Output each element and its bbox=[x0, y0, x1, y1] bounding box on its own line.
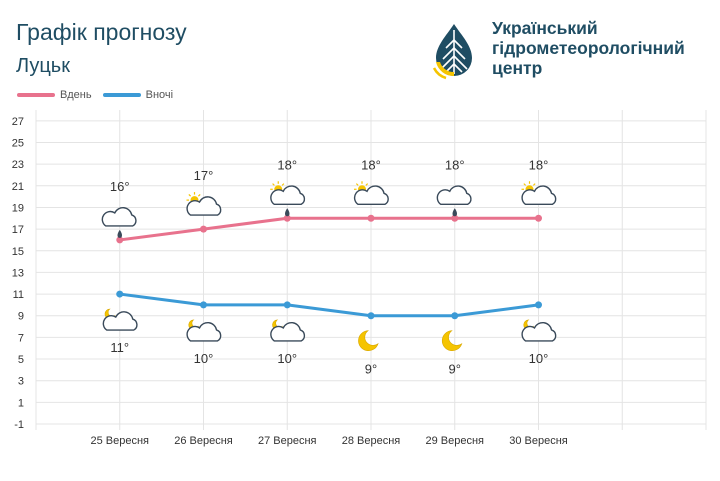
data-point-night bbox=[283, 301, 291, 309]
rain-drop bbox=[285, 208, 290, 217]
data-label-day: 18° bbox=[277, 157, 297, 172]
y-tick-label: 11 bbox=[13, 289, 24, 301]
moon-shape bbox=[441, 330, 463, 352]
moon-shape bbox=[358, 330, 379, 352]
data-label-night: 10° bbox=[529, 351, 549, 366]
x-tick-label: 25 Вересня bbox=[90, 435, 149, 447]
legend-item-night[interactable]: Вночі bbox=[102, 89, 174, 101]
y-tick-label: 25 bbox=[12, 137, 24, 149]
data-point-day bbox=[116, 236, 124, 244]
sun-ray bbox=[197, 194, 201, 197]
logo-line-3: центр bbox=[492, 58, 543, 78]
logo-line-1: Український bbox=[492, 18, 598, 38]
legend-label-night: Вночі bbox=[145, 89, 174, 101]
data-label-night: 9° bbox=[449, 362, 461, 377]
x-tick-label: 30 Вересня bbox=[509, 435, 568, 447]
sun-ray bbox=[272, 183, 275, 186]
rain-drop bbox=[117, 229, 122, 238]
data-point-day bbox=[200, 225, 207, 233]
partly-cloudy-day-icon bbox=[521, 181, 557, 205]
cloud-shape bbox=[102, 311, 138, 331]
data-label-night: 10° bbox=[194, 351, 214, 366]
legend-item-day[interactable]: Вдень bbox=[17, 89, 92, 101]
rain-drop bbox=[452, 208, 457, 217]
x-tick-label: 26 Вересня bbox=[174, 435, 233, 447]
y-tick-label: 23 bbox=[12, 159, 24, 171]
moon-icon bbox=[441, 330, 463, 352]
x-tick-label: 29 Вересня bbox=[425, 435, 484, 447]
data-point-night bbox=[116, 290, 124, 298]
y-tick-label: 17 bbox=[12, 224, 24, 236]
y-tick-label: -1 bbox=[14, 419, 24, 431]
sun-ray bbox=[532, 183, 536, 186]
cloud-shape bbox=[186, 196, 222, 216]
y-tick-label: 3 bbox=[18, 376, 24, 388]
partly-cloudy-night-icon bbox=[521, 319, 557, 342]
cloud-rain-icon bbox=[436, 185, 472, 217]
cloud-shape bbox=[353, 185, 389, 205]
data-label-night: 11° bbox=[110, 340, 129, 355]
partly-cloudy-night-icon bbox=[102, 308, 138, 331]
page-title: Графік прогнозу bbox=[16, 19, 187, 45]
drop-logo-icon bbox=[432, 24, 472, 80]
data-point-night bbox=[367, 312, 375, 320]
cloud-shape bbox=[521, 185, 557, 205]
sun-ray bbox=[355, 183, 359, 186]
cloud-rain-icon bbox=[101, 207, 137, 238]
data-point-night bbox=[535, 301, 542, 309]
legend-label-day: Вдень bbox=[60, 89, 92, 101]
y-tick-label: 19 bbox=[12, 202, 24, 214]
y-tick-label: 13 bbox=[12, 267, 24, 279]
data-label-day: 17° bbox=[194, 168, 214, 183]
cloud-shape bbox=[186, 322, 222, 342]
y-tick-label: 5 bbox=[18, 354, 24, 366]
series-line-day bbox=[119, 216, 539, 242]
partly-cloudy-night-icon bbox=[186, 319, 222, 342]
ukrhydromet-logo: Український гідрометеорологічний центр bbox=[432, 18, 720, 84]
sun-ray bbox=[523, 183, 527, 186]
y-tick-label: 21 bbox=[12, 181, 24, 193]
partly-cloudy-day-icon bbox=[186, 192, 222, 216]
data-point-day bbox=[283, 214, 291, 222]
y-tick-label: 15 bbox=[12, 246, 24, 258]
sun-ray bbox=[188, 194, 192, 197]
chart-legend: Вдень Вночі bbox=[17, 88, 181, 101]
y-tick-label: 27 bbox=[12, 116, 24, 128]
data-point-day bbox=[535, 214, 542, 222]
legend-swatch-day bbox=[17, 93, 55, 97]
cloud-shape bbox=[270, 322, 306, 342]
data-label-day: 18° bbox=[361, 157, 381, 172]
partly-cloudy-rain-icon bbox=[270, 181, 306, 217]
partly-cloudy-day-icon bbox=[353, 181, 389, 205]
data-label-night: 10° bbox=[277, 351, 297, 366]
cloud-shape bbox=[436, 185, 472, 205]
data-label-night: 9° bbox=[365, 362, 377, 377]
sun-ray bbox=[281, 183, 285, 186]
partly-cloudy-night-icon bbox=[270, 319, 306, 342]
data-point-night bbox=[200, 301, 207, 309]
data-point-night bbox=[451, 312, 459, 320]
y-tick-label: 9 bbox=[18, 311, 24, 323]
y-tick-label: 7 bbox=[18, 332, 24, 344]
data-label-day: 16° bbox=[110, 179, 130, 194]
y-tick-label: 1 bbox=[18, 397, 24, 409]
cloud-shape bbox=[521, 322, 557, 342]
logo-line-2: гідрометеорологічний bbox=[492, 38, 685, 58]
data-label-day: 18° bbox=[529, 157, 549, 172]
data-label-day: 18° bbox=[445, 157, 465, 172]
cloud-shape bbox=[270, 185, 306, 205]
x-tick-label: 27 Вересня bbox=[258, 435, 317, 447]
x-tick-label: 28 Вересня bbox=[342, 435, 401, 447]
series-line-night bbox=[119, 292, 539, 318]
moon-icon bbox=[358, 330, 379, 352]
data-point-day bbox=[367, 214, 375, 222]
sun-ray bbox=[365, 183, 369, 186]
cloud-shape bbox=[101, 207, 137, 227]
data-point-day bbox=[451, 214, 459, 222]
city-name: Луцьк bbox=[16, 55, 70, 77]
legend-swatch-night bbox=[102, 93, 141, 97]
